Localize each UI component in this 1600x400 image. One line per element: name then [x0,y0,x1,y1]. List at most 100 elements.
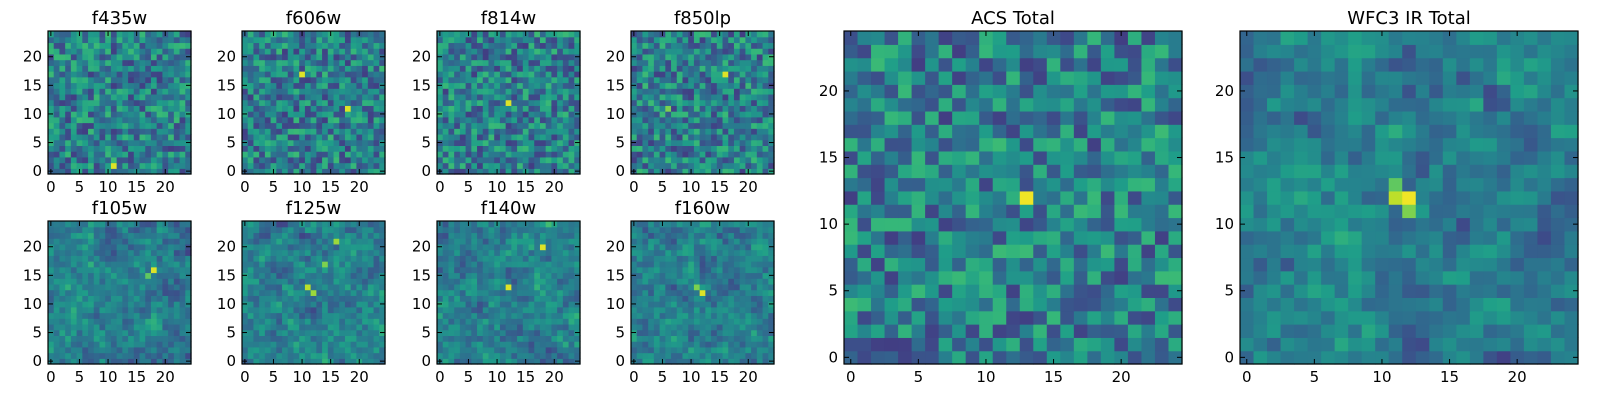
heatmap-cell [693,301,701,308]
heatmap-cell [659,323,666,331]
heatmap-cell [562,272,570,279]
heatmap-cell [110,278,118,285]
heatmap-cell [105,266,112,274]
heatmap-cell [156,76,163,84]
heatmap-cell [270,151,277,158]
heatmap-cell [534,31,541,38]
heatmap-cell [539,335,547,342]
heatmap-cell [379,122,386,129]
heatmap-cell [82,168,89,175]
heatmap-cell [128,156,135,164]
heatmap-cell [242,145,249,152]
heatmap-cell [528,139,535,146]
heatmap-cell [293,122,300,129]
heatmap-cell [534,329,541,336]
heatmap-cell [270,341,277,348]
heatmap-cell [65,318,72,325]
heatmap-cell [145,306,152,314]
heatmap-cell [110,48,118,55]
heatmap-cell [259,323,266,331]
heatmap-cell [93,48,101,55]
heatmap-cell [48,156,55,164]
heatmap-cell [247,243,255,251]
heatmap-cell [494,261,501,268]
heatmap-cell [327,232,335,239]
heatmap-cell [648,323,655,331]
heatmap-cell [642,151,649,158]
heatmap-cell [88,71,95,78]
heatmap-cell [505,289,512,296]
heatmap-cell [322,306,329,314]
heatmap-cell [48,99,55,106]
heatmap-cell [545,283,552,291]
heatmap-cell [156,71,163,78]
heatmap-cell [733,53,741,61]
heatmap-cell [179,71,186,78]
heatmap-cell [705,346,712,354]
heatmap-cell [65,249,72,256]
heatmap-cell [367,59,375,66]
heatmap-cell [465,122,472,129]
heatmap-cell [173,341,181,348]
heatmap-cell [636,53,644,61]
heatmap-cell [88,226,95,234]
heatmap-cell [322,71,329,78]
heatmap-cell [327,329,335,336]
heatmap-cell [76,88,83,95]
heatmap-cell [482,36,490,44]
heatmap-cell [488,358,495,365]
heatmap-cell [185,306,192,314]
heatmap-cell [173,306,181,314]
heatmap-cell [665,312,672,319]
heatmap-cell [82,31,89,38]
heatmap-cell [76,128,83,135]
heatmap-cell [156,105,163,112]
heatmap-cell [373,111,380,118]
heatmap-cell [156,352,163,359]
heatmap-cell [716,283,724,291]
heatmap-cell [259,53,266,61]
heatmap-cell [362,221,369,228]
heatmap-cell [551,36,558,44]
heatmap-cell [247,48,255,55]
heatmap-cell [437,116,444,124]
heatmap-cell [88,53,95,61]
heatmap-cell [722,272,729,279]
heatmap-cell [310,312,317,319]
heatmap-cell [499,346,507,354]
heatmap-cell [282,82,289,89]
heatmap-cell [82,133,89,141]
heatmap-cell [659,278,666,285]
heatmap-cell [693,48,701,55]
heatmap-cell [316,65,323,72]
heatmap-cell [648,65,655,72]
heatmap-cell [253,105,260,112]
heatmap-cell [545,145,552,152]
heatmap-cell [316,318,323,325]
heatmap-cell [287,162,295,169]
heatmap-cell [733,36,741,44]
heatmap-cell [648,105,655,112]
heatmap-cell [482,249,490,256]
heatmap-cell [499,306,507,314]
heatmap-cell [356,42,363,49]
heatmap-cell [511,82,518,89]
heatmap-cell [93,156,101,164]
heatmap-cell [551,352,558,359]
heatmap-cell [253,301,260,308]
heatmap-cell [665,168,672,175]
heatmap-cell [676,76,684,84]
heatmap-cell [310,156,317,164]
heatmap-cell [676,278,684,285]
heatmap-cell [568,312,575,319]
heatmap-cell [253,312,260,319]
heatmap-cell [631,128,638,135]
heatmap-cell [150,162,158,169]
heatmap-cell [465,261,472,268]
heatmap-cell [70,31,78,38]
heatmap-cell [477,59,484,66]
heatmap-cell [293,116,300,124]
heatmap-cell [264,59,272,66]
heatmap-cell [688,289,695,296]
heatmap-cell [356,65,363,72]
